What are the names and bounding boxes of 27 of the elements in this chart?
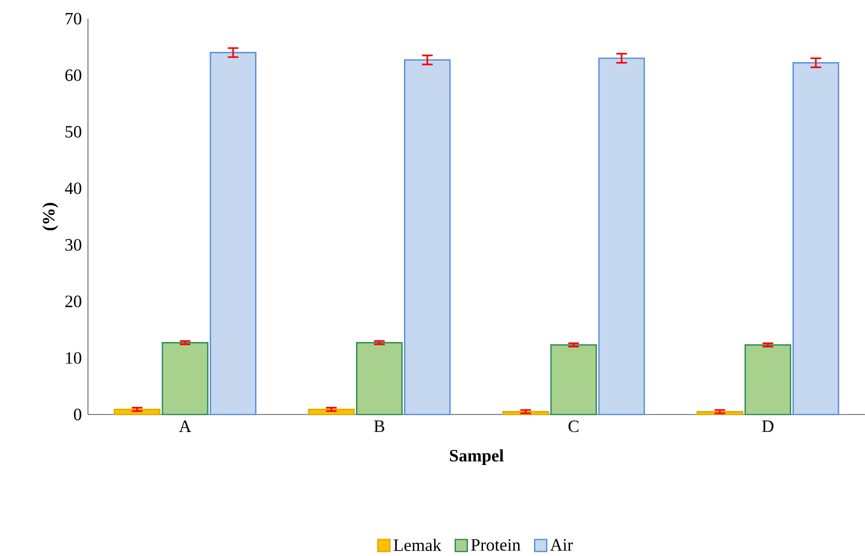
- bar: [550, 344, 597, 416]
- bar: [792, 62, 840, 416]
- legend-label: Lemak: [394, 538, 442, 552]
- x-axis-title: Sampel: [450, 449, 504, 466]
- bar: [210, 52, 256, 416]
- legend-label: Air: [550, 539, 573, 551]
- bar: [598, 58, 645, 416]
- y-tick-label: 0: [74, 408, 82, 420]
- legend-label: Protein: [471, 539, 520, 551]
- y-tick-label: 10: [66, 352, 82, 364]
- y-tick-label: 50: [66, 126, 82, 138]
- bar: [162, 342, 208, 416]
- bar: [744, 344, 792, 416]
- y-axis-title: (%): [42, 203, 58, 230]
- x-tick-label: B: [374, 420, 384, 432]
- bar: [356, 342, 403, 416]
- x-tick-label: D: [762, 420, 774, 432]
- y-tick-label: 30: [65, 239, 82, 251]
- bar: [404, 59, 451, 416]
- x-tick-label: C: [568, 420, 578, 432]
- y-tick-label: 70: [66, 12, 82, 25]
- bar: [308, 408, 355, 416]
- y-tick-label: 40: [64, 182, 82, 194]
- y-tick-label: 20: [65, 296, 82, 308]
- x-tick-label: A: [179, 420, 192, 432]
- y-tick-label: 60: [65, 69, 82, 82]
- bar: [114, 408, 160, 416]
